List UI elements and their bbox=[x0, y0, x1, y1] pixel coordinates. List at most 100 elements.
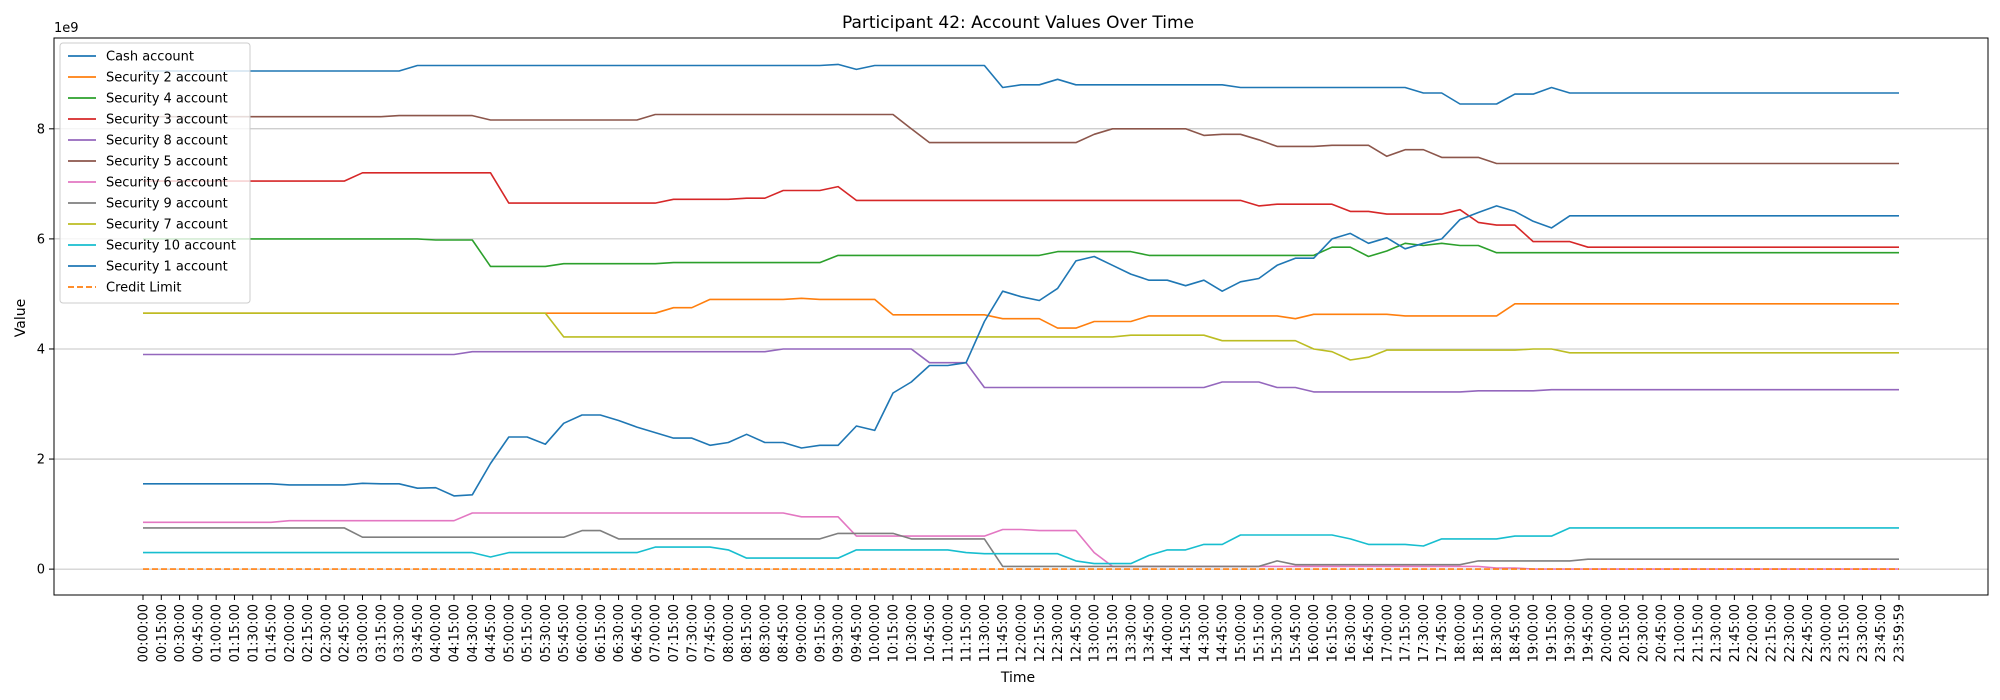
x-tick-label: 02:30:00 bbox=[319, 604, 334, 662]
x-tick-label: 11:00:00 bbox=[941, 604, 956, 662]
x-tick-label: 22:45:00 bbox=[1801, 604, 1816, 662]
x-tick-label: 16:15:00 bbox=[1325, 604, 1340, 662]
x-tick-label: 00:15:00 bbox=[155, 604, 170, 662]
x-tick-label: 04:30:00 bbox=[466, 604, 481, 662]
x-tick-label: 04:00:00 bbox=[429, 604, 444, 662]
x-tick-label: 05:45:00 bbox=[557, 604, 572, 662]
legend-label: Security 5 account bbox=[106, 155, 228, 170]
gridlines bbox=[54, 128, 1988, 570]
x-tick-label: 09:00:00 bbox=[795, 604, 810, 662]
x-tick-label: 05:00:00 bbox=[502, 604, 517, 662]
x-tick-label: 15:45:00 bbox=[1289, 604, 1304, 662]
x-tick-label: 22:15:00 bbox=[1764, 604, 1779, 662]
x-tick-label: 09:30:00 bbox=[832, 604, 847, 662]
x-tick-label: 20:45:00 bbox=[1655, 604, 1670, 662]
y-tick-label: 4 bbox=[37, 342, 45, 357]
x-tick-label: 02:15:00 bbox=[301, 604, 316, 662]
x-tick-label: 18:00:00 bbox=[1454, 604, 1469, 662]
y-tick-label: 2 bbox=[37, 453, 45, 468]
x-tick-label: 18:45:00 bbox=[1508, 604, 1523, 662]
security-9-account-line bbox=[143, 527, 1899, 568]
legend: Cash account Security 2 account Security 4… bbox=[59, 42, 251, 304]
x-tick-label: 00:00:00 bbox=[137, 604, 152, 662]
x-tick-label: 23:45:00 bbox=[1874, 604, 1889, 662]
x-tick-label: 02:45:00 bbox=[338, 604, 353, 662]
x-tick-label: 19:30:00 bbox=[1563, 604, 1578, 662]
x-tick-label: 19:15:00 bbox=[1545, 604, 1560, 662]
x-tick-label: 17:00:00 bbox=[1380, 604, 1395, 662]
legend-label: Security 10 account bbox=[106, 239, 236, 254]
x-tick-label: 23:00:00 bbox=[1819, 604, 1834, 662]
x-tick-label: 00:30:00 bbox=[173, 604, 188, 662]
x-tick-label: 10:15:00 bbox=[886, 604, 901, 662]
x-tick-label: 15:30:00 bbox=[1271, 604, 1286, 662]
x-tick-label: 08:15:00 bbox=[740, 604, 755, 662]
x-tick-label: 08:45:00 bbox=[777, 604, 792, 662]
x-tick-label: 19:45:00 bbox=[1582, 604, 1597, 662]
x-tick-label: 09:45:00 bbox=[850, 604, 865, 662]
x-tick-label: 03:00:00 bbox=[356, 604, 371, 662]
x-tick-label: 12:00:00 bbox=[1015, 604, 1030, 662]
x-tick-label: 01:45:00 bbox=[265, 604, 280, 662]
x-tick-label: 03:15:00 bbox=[374, 604, 389, 662]
x-tick-label: 16:45:00 bbox=[1362, 604, 1377, 662]
legend-box bbox=[59, 42, 251, 304]
y-axis: 0 2 4 6 8 bbox=[37, 122, 54, 578]
x-tick-label: 04:45:00 bbox=[484, 604, 499, 662]
x-tick-label: 20:15:00 bbox=[1618, 604, 1633, 662]
legend-label: Security 6 account bbox=[106, 176, 228, 191]
legend-label: Security 8 account bbox=[106, 134, 228, 149]
x-tick-label: 11:15:00 bbox=[960, 604, 975, 662]
x-axis-title: Time bbox=[1000, 670, 1035, 686]
x-tick-label: 20:30:00 bbox=[1636, 604, 1651, 662]
x-tick-label: 20:00:00 bbox=[1600, 604, 1615, 662]
x-tick-label: 03:30:00 bbox=[393, 604, 408, 662]
y-offset-label: 1e9 bbox=[54, 21, 79, 36]
x-tick-label: 01:00:00 bbox=[210, 604, 225, 662]
x-tick-label: 19:00:00 bbox=[1527, 604, 1542, 662]
x-tick-label: 03:45:00 bbox=[411, 604, 426, 662]
legend-label: Credit Limit bbox=[106, 281, 181, 296]
x-tick-label: 12:15:00 bbox=[1033, 604, 1048, 662]
x-tick-label: 23:59:59 bbox=[1893, 604, 1908, 662]
chart-title: Participant 42: Account Values Over Time bbox=[842, 13, 1194, 33]
x-tick-label: 05:30:00 bbox=[539, 604, 554, 662]
x-tick-label: 13:00:00 bbox=[1088, 604, 1103, 662]
y-tick-label: 0 bbox=[37, 563, 45, 578]
x-tick-label: 21:15:00 bbox=[1691, 604, 1706, 662]
x-tick-label: 18:15:00 bbox=[1472, 604, 1487, 662]
legend-label: Security 4 account bbox=[106, 92, 228, 107]
x-tick-label: 21:45:00 bbox=[1728, 604, 1743, 662]
x-tick-label: 15:00:00 bbox=[1234, 604, 1249, 662]
security-10-account-line bbox=[143, 527, 1899, 565]
y-tick-label: 8 bbox=[37, 122, 45, 137]
x-tick-label: 08:00:00 bbox=[722, 604, 737, 662]
x-tick-label: 12:30:00 bbox=[1051, 604, 1066, 662]
x-tick-label: 14:00:00 bbox=[1161, 604, 1176, 662]
y-tick-label: 6 bbox=[37, 232, 45, 247]
x-tick-label: 13:45:00 bbox=[1143, 604, 1158, 662]
x-tick-label: 14:15:00 bbox=[1179, 604, 1194, 662]
x-tick-label: 16:00:00 bbox=[1307, 604, 1322, 662]
x-tick-label: 22:30:00 bbox=[1783, 604, 1798, 662]
security-8-account-line bbox=[143, 348, 1899, 393]
x-tick-label: 09:15:00 bbox=[813, 604, 828, 662]
x-tick-label: 05:15:00 bbox=[521, 604, 536, 662]
x-tick-label: 11:45:00 bbox=[996, 604, 1011, 662]
x-tick-label: 23:15:00 bbox=[1838, 604, 1853, 662]
x-tick-label: 13:30:00 bbox=[1124, 604, 1139, 662]
x-tick-label: 14:30:00 bbox=[1197, 604, 1212, 662]
x-tick-label: 17:15:00 bbox=[1399, 604, 1414, 662]
x-tick-label: 06:45:00 bbox=[630, 604, 645, 662]
x-tick-label: 06:00:00 bbox=[576, 604, 591, 662]
legend-label: Cash account bbox=[106, 50, 194, 65]
x-tick-label: 07:45:00 bbox=[704, 604, 719, 662]
x-tick-label: 17:45:00 bbox=[1435, 604, 1450, 662]
x-tick-label: 10:45:00 bbox=[923, 604, 938, 662]
security-4-account-line bbox=[143, 238, 1899, 268]
x-tick-label: 01:30:00 bbox=[246, 604, 261, 662]
x-tick-label: 08:30:00 bbox=[758, 604, 773, 662]
x-tick-label: 01:15:00 bbox=[228, 604, 243, 662]
security-6-account-line bbox=[143, 512, 1899, 570]
